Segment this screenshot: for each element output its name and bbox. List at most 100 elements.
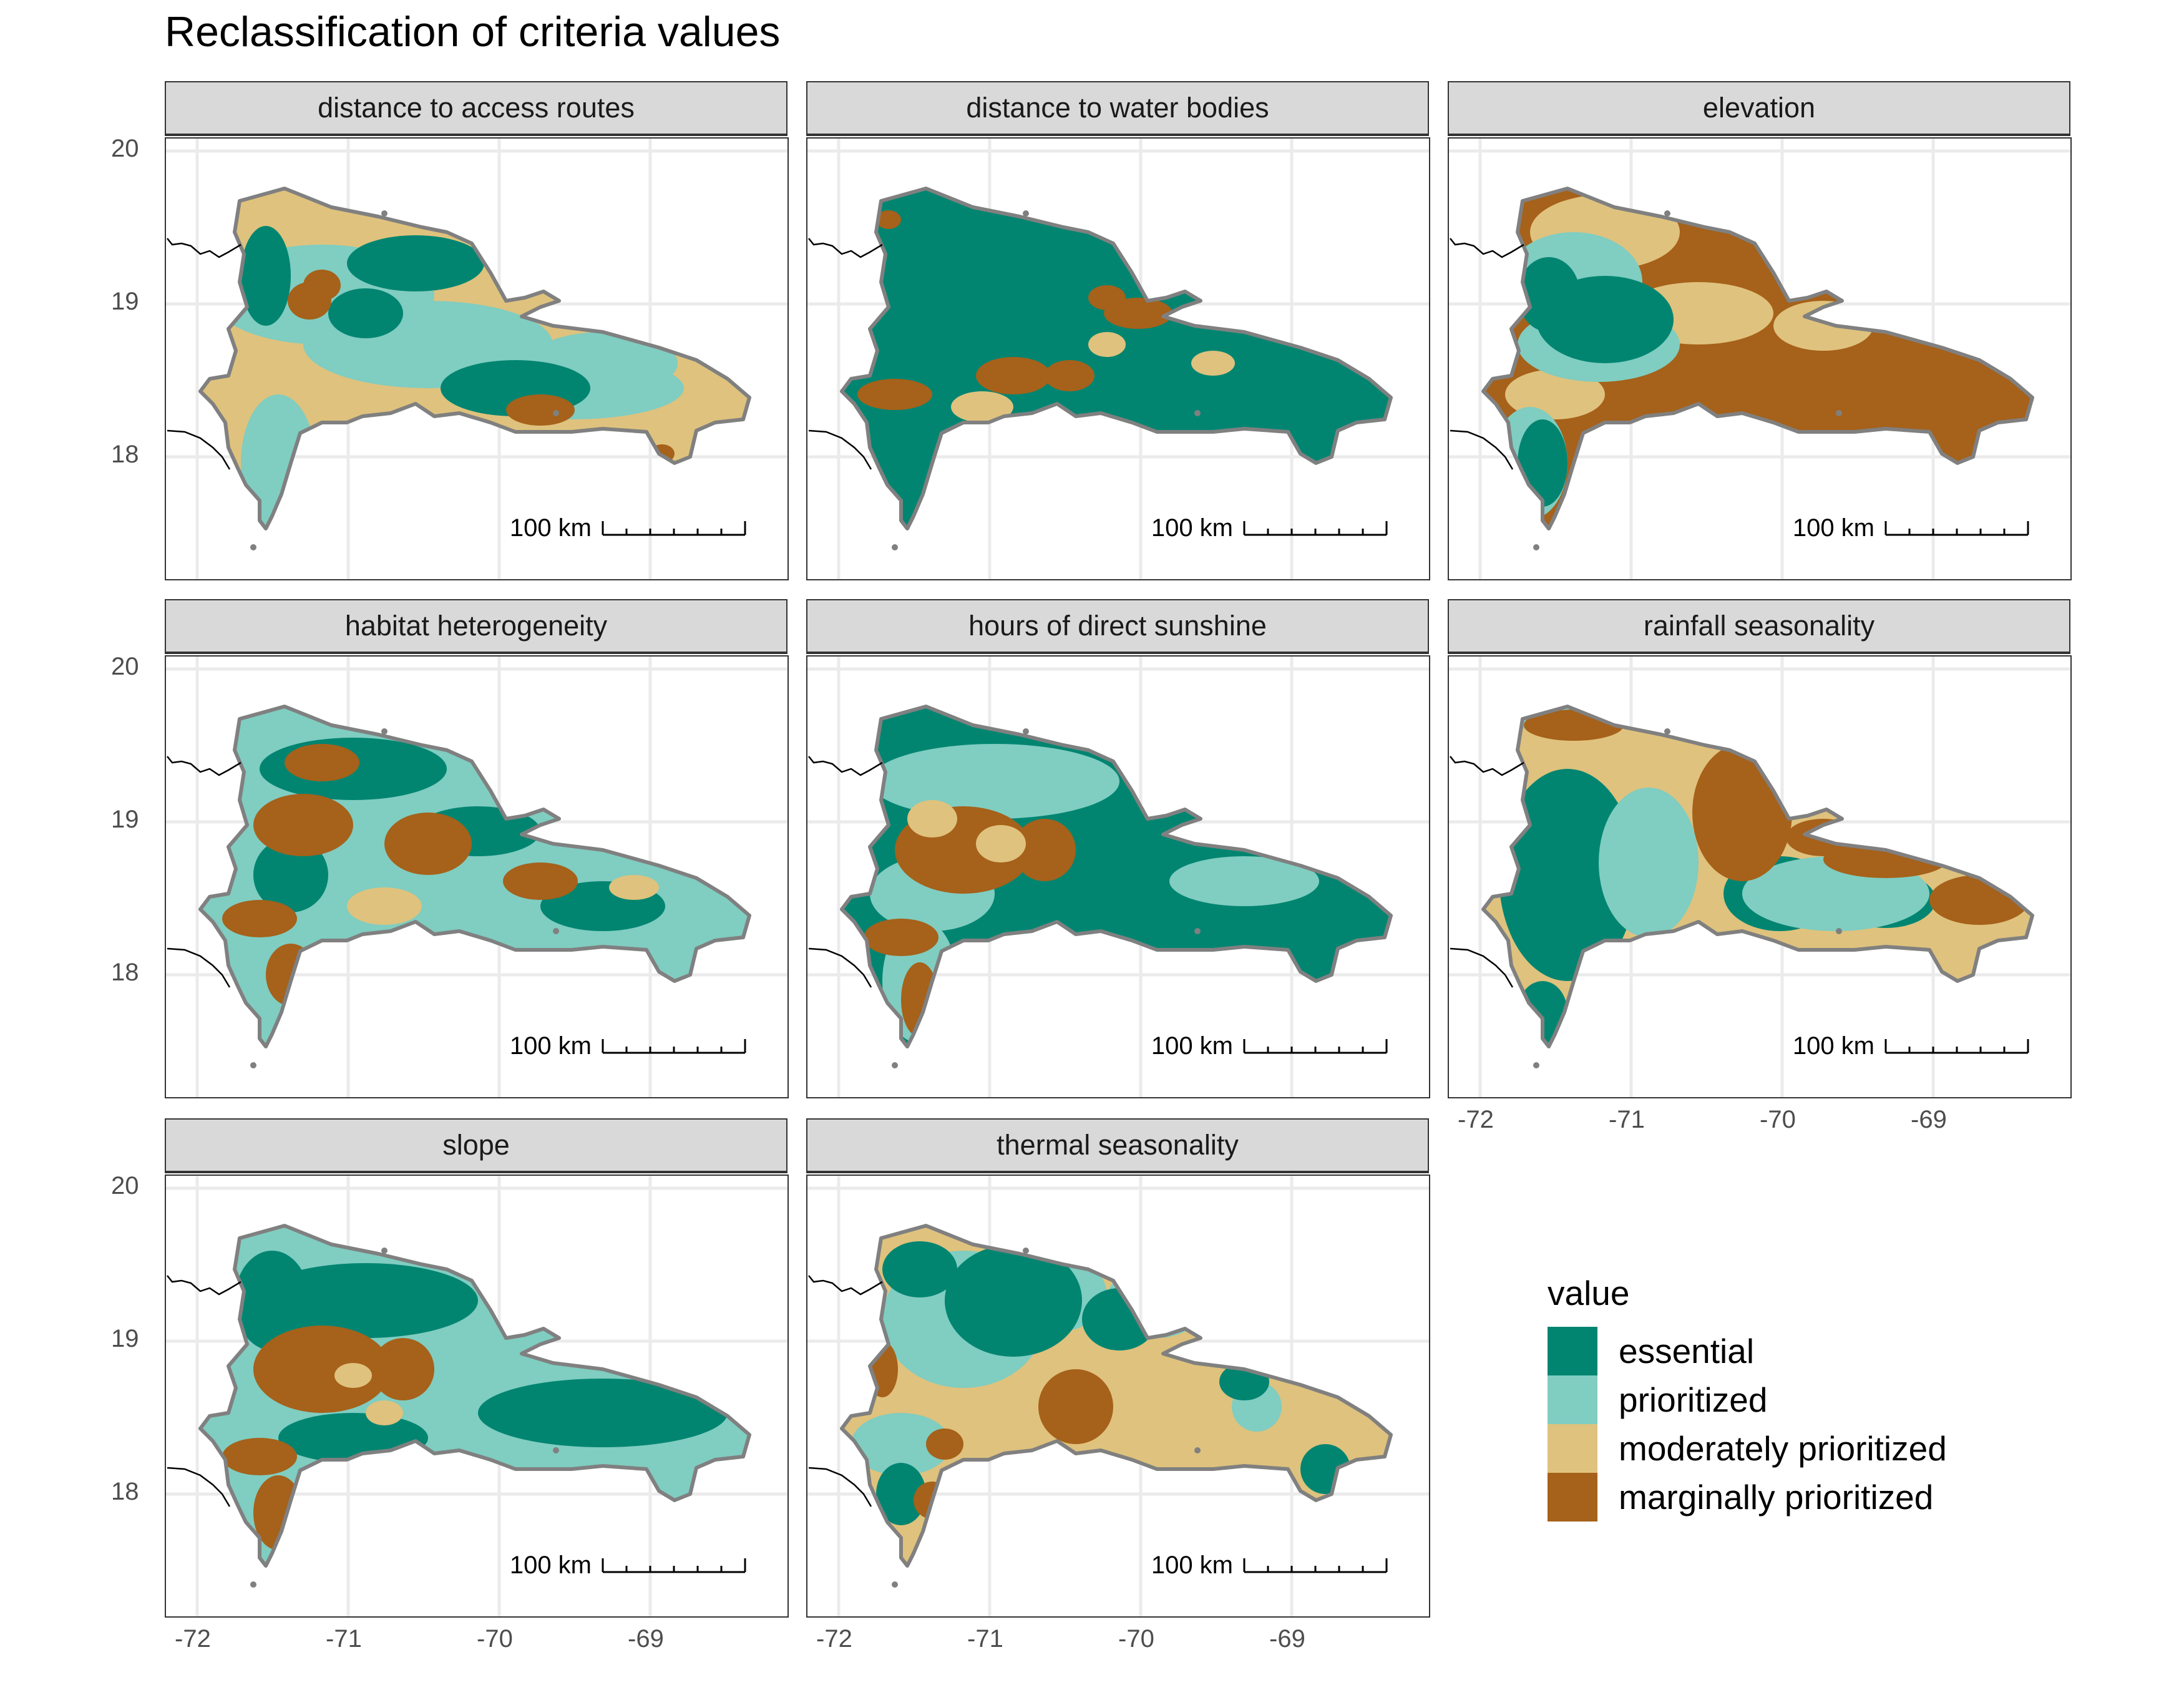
map-plot-area: 100 km: [165, 655, 789, 1098]
country-border: [808, 238, 883, 258]
country-border: [808, 756, 883, 776]
facet-strip-label: hours of direct sunshine: [806, 599, 1429, 654]
class-region: [1013, 819, 1076, 881]
facet-strip-label: habitat heterogeneity: [165, 599, 787, 654]
island-outline: [840, 1224, 1393, 1568]
country-border: [167, 947, 231, 988]
x-tick-label: -70: [1760, 1106, 1796, 1133]
class-region: [1088, 332, 1126, 357]
y-tick-label: 19: [111, 806, 139, 833]
scale-bar: 100 km: [1793, 1032, 2029, 1060]
legend-label: marginally prioritized: [1619, 1478, 1934, 1516]
legend-label: moderately prioritized: [1619, 1429, 1947, 1468]
island-fill: [842, 706, 1391, 1047]
legend-item: prioritized: [1548, 1375, 1947, 1424]
class-region: [870, 744, 1119, 819]
facet-panel: distance to access routes 100 km 20 19 18: [111, 81, 789, 580]
class-region: [907, 800, 957, 838]
class-region: [253, 794, 353, 856]
y-tick-label: 20: [111, 1172, 139, 1199]
scale-bar: 100 km: [510, 1032, 746, 1060]
legend-label: prioritized: [1619, 1380, 1768, 1419]
country-border: [808, 429, 872, 470]
scale-bar-label: 100 km: [510, 1032, 592, 1060]
class-region: [366, 1400, 403, 1425]
y-tick-label: 18: [111, 959, 139, 986]
island-outline: [1481, 187, 2034, 530]
scale-bar: 100 km: [1151, 1551, 1388, 1579]
scale-bar: 100 km: [510, 1551, 746, 1579]
scale-bar: 100 km: [1151, 1032, 1388, 1060]
islet: [1836, 410, 1842, 416]
legend-title: value: [1548, 1274, 1630, 1312]
legend-label: essential: [1619, 1332, 1755, 1370]
map-svg: 100 km: [1449, 657, 2070, 1097]
legend-key: [1548, 1375, 1597, 1424]
legend-item: moderately prioritized: [1548, 1424, 1947, 1473]
x-tick-label: -71: [1609, 1106, 1645, 1133]
country-border: [167, 1467, 231, 1507]
island-outline: [840, 187, 1393, 530]
islet: [1194, 928, 1201, 934]
class-region: [1088, 285, 1126, 310]
class-region: [503, 862, 578, 900]
facet-panel: rainfall seasonality 100 km -72 -71 -70 -69: [1448, 599, 2072, 1133]
legend-key: [1548, 1424, 1597, 1473]
island-fill: [842, 188, 1391, 529]
scale-bar: 100 km: [510, 514, 746, 542]
class-region: [1692, 744, 1792, 881]
islet: [1533, 544, 1539, 550]
class-region: [372, 1338, 434, 1400]
class-region: [926, 1429, 963, 1460]
islet: [381, 210, 388, 217]
island-outline: [840, 705, 1393, 1048]
islet: [1023, 1248, 1029, 1254]
class-region: [241, 226, 291, 326]
x-tick-label: -72: [1458, 1106, 1494, 1133]
country-border: [167, 756, 241, 776]
facet-panel: habitat heterogeneity 100 km 20 19 18: [111, 599, 789, 1098]
x-tick-label: -69: [1911, 1106, 1947, 1133]
facet-strip-label: rainfall seasonality: [1448, 599, 2070, 654]
islet: [1194, 1447, 1201, 1453]
class-region: [347, 887, 422, 925]
x-tick-label: -72: [175, 1625, 211, 1653]
map-svg: 100 km: [807, 1176, 1429, 1616]
map-plot-area: 100 km: [1448, 655, 2072, 1098]
class-region: [253, 1263, 478, 1338]
islet: [892, 544, 898, 550]
island-outline: [1481, 705, 2034, 1048]
class-region: [976, 357, 1051, 394]
x-tick-label: -72: [816, 1625, 852, 1653]
x-tick-label: -69: [1269, 1625, 1305, 1653]
class-region: [1082, 1288, 1157, 1350]
map-plot-area: 100 km: [806, 137, 1430, 580]
country-border: [808, 947, 872, 988]
class-region: [241, 394, 316, 529]
country-border: [167, 238, 241, 258]
scale-bar-label: 100 km: [1151, 1032, 1233, 1060]
x-tick-label: -71: [326, 1625, 362, 1653]
class-region: [1499, 769, 1636, 981]
map-svg: 100 km: [807, 657, 1429, 1097]
scale-bar-label: 100 km: [510, 514, 592, 542]
islet: [250, 544, 256, 550]
island-outline: [198, 705, 751, 1048]
class-region: [285, 744, 359, 781]
island-fill: [1483, 706, 2032, 1047]
y-tick-label: 20: [111, 135, 139, 162]
islet: [553, 928, 559, 934]
class-region: [253, 838, 328, 912]
class-region: [222, 900, 297, 937]
map-svg: 100 km: [807, 139, 1429, 579]
country-border: [167, 429, 231, 470]
class-region: [1194, 1254, 1219, 1272]
x-tick-label: -71: [967, 1625, 1003, 1653]
class-region: [1518, 257, 1580, 332]
country-border: [808, 1275, 883, 1296]
class-region: [334, 1363, 372, 1388]
scale-bar-label: 100 km: [510, 1551, 592, 1579]
map-plot-area: 100 km: [1448, 137, 2072, 580]
legend-items: essential prioritized moderately prioritiz…: [1548, 1327, 1947, 1521]
scale-bar-label: 100 km: [1793, 1032, 1874, 1060]
